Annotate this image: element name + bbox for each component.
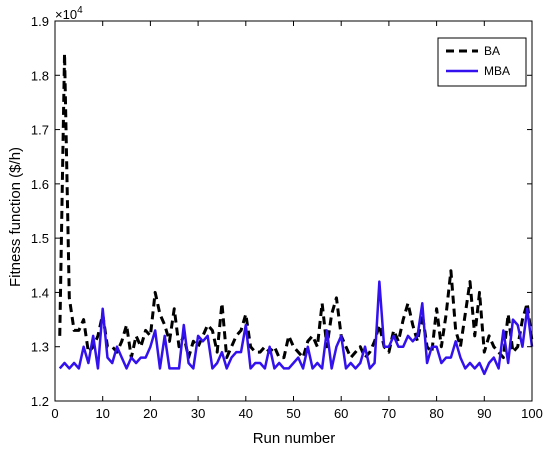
x-tick-label: 70 <box>382 406 396 421</box>
y-multiplier-label: ×104 <box>55 5 83 22</box>
series-line-ba <box>58 52 534 360</box>
x-tick-label: 60 <box>334 406 348 421</box>
series-line-mba <box>58 280 534 376</box>
series-layer <box>58 52 534 376</box>
legend-label-mba: MBA <box>484 64 510 78</box>
multiplier-base: ×10 <box>55 7 77 22</box>
y-axis-title: Fitness function ($/h) <box>7 147 24 287</box>
x-tick-label: 100 <box>521 406 543 421</box>
y-tick-label: 1.6 <box>31 177 49 192</box>
y-tick-label: 1.3 <box>31 340 49 355</box>
legend: BA MBA <box>437 37 527 87</box>
multiplier-exponent: 4 <box>77 5 83 16</box>
x-tick-label: 50 <box>286 406 300 421</box>
legend-box <box>437 37 527 87</box>
x-tick-label: 0 <box>51 406 58 421</box>
x-axis-title: Run number <box>253 430 336 447</box>
ticks-layer: 0 10 20 30 40 50 60 70 80 90 100 1.2 1.3 1.4 1.5 1.6 1.7… <box>31 14 543 421</box>
y-tick-label: 1.8 <box>31 68 49 83</box>
y-tick-label: 1.2 <box>31 394 49 409</box>
y-tick-label: 1.4 <box>31 285 49 300</box>
x-tick-label: 40 <box>239 406 253 421</box>
x-tick-label: 90 <box>477 406 491 421</box>
legend-label-ba: BA <box>484 44 500 58</box>
y-tick-label: 1.5 <box>31 231 49 246</box>
x-tick-label: 80 <box>429 406 443 421</box>
x-tick-label: 30 <box>191 406 205 421</box>
y-tick-label: 1.7 <box>31 123 49 138</box>
x-tick-label: 20 <box>143 406 157 421</box>
x-tick-label: 10 <box>95 406 109 421</box>
y-tick-label: 1.9 <box>31 14 49 29</box>
